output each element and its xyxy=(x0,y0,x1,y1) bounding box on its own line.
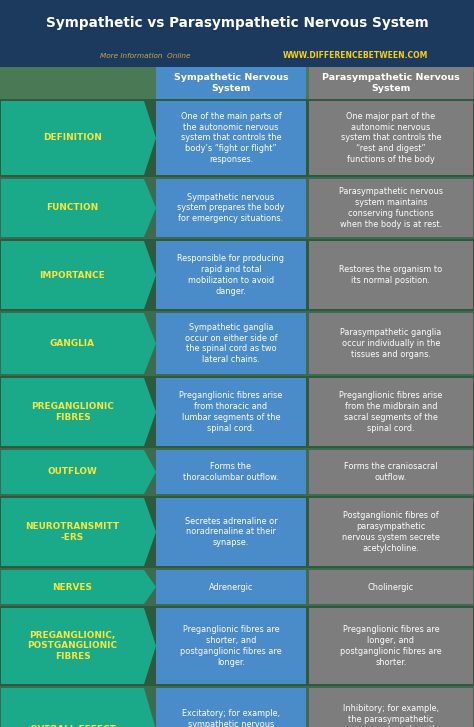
Text: Forms the
thoracolumbar outflow.: Forms the thoracolumbar outflow. xyxy=(183,462,279,482)
Text: One of the main parts of
the autonomic nervous
system that controls the
body’s “: One of the main parts of the autonomic n… xyxy=(181,112,282,164)
Text: PREGANGLIONIC
FIBRES: PREGANGLIONIC FIBRES xyxy=(31,403,114,422)
FancyBboxPatch shape xyxy=(0,99,474,177)
Text: NEUROTRANSMITT
-ERS: NEUROTRANSMITT -ERS xyxy=(26,523,119,542)
FancyBboxPatch shape xyxy=(156,179,306,237)
Text: GANGLIA: GANGLIA xyxy=(50,339,95,348)
FancyBboxPatch shape xyxy=(309,570,473,604)
FancyBboxPatch shape xyxy=(156,498,306,566)
Text: Adrenergic: Adrenergic xyxy=(209,582,253,592)
Text: Parasympathetic nervous
system maintains
conserving functions
when the body is a: Parasympathetic nervous system maintains… xyxy=(339,188,443,228)
FancyBboxPatch shape xyxy=(156,688,306,727)
Polygon shape xyxy=(1,450,156,494)
Polygon shape xyxy=(1,179,156,237)
Text: IMPORTANCE: IMPORTANCE xyxy=(40,270,105,279)
FancyBboxPatch shape xyxy=(156,101,306,175)
Text: Responsible for producing
rapid and total
mobilization to avoid
danger.: Responsible for producing rapid and tota… xyxy=(177,254,284,296)
FancyBboxPatch shape xyxy=(0,606,474,686)
Text: Preganglionic fibres arise
from thoracic and
lumbar segments of the
spinal cord.: Preganglionic fibres arise from thoracic… xyxy=(179,391,283,433)
FancyBboxPatch shape xyxy=(156,241,306,309)
Polygon shape xyxy=(1,498,156,566)
Text: DEFINITION: DEFINITION xyxy=(43,134,102,142)
Text: Sympathetic ganglia
occur on either side of
the spinal cord as two
lateral chain: Sympathetic ganglia occur on either side… xyxy=(185,323,277,364)
Polygon shape xyxy=(1,608,156,684)
FancyBboxPatch shape xyxy=(0,0,474,45)
FancyBboxPatch shape xyxy=(0,448,474,496)
Text: Secretes adrenaline or
noradrenaline at their
synapse.: Secretes adrenaline or noradrenaline at … xyxy=(185,517,277,547)
Text: NERVES: NERVES xyxy=(53,582,92,592)
Text: Excitatory; for example,
sympathetic nervous
system increases the heart
rate.: Excitatory; for example, sympathetic ner… xyxy=(175,710,287,727)
Text: Parasympathetic ganglia
occur individually in the
tissues and organs.: Parasympathetic ganglia occur individual… xyxy=(340,329,442,358)
FancyBboxPatch shape xyxy=(0,239,474,311)
FancyBboxPatch shape xyxy=(309,498,473,566)
Text: Cholinergic: Cholinergic xyxy=(368,582,414,592)
FancyBboxPatch shape xyxy=(0,686,474,727)
FancyBboxPatch shape xyxy=(0,496,474,568)
FancyBboxPatch shape xyxy=(309,450,473,494)
Text: Inhibitory; for example,
the parasympathetic
nervous system does the
opposite th: Inhibitory; for example, the parasympath… xyxy=(339,704,443,727)
FancyBboxPatch shape xyxy=(0,376,474,448)
Text: WWW.DIFFERENCEBETWEEN.COM: WWW.DIFFERENCEBETWEEN.COM xyxy=(283,52,428,60)
Polygon shape xyxy=(1,688,156,727)
FancyBboxPatch shape xyxy=(309,67,473,99)
Text: Preganglionic fibres are
longer, and
postganglionic fibres are
shorter.: Preganglionic fibres are longer, and pos… xyxy=(340,625,442,667)
Text: Parasympathetic Nervous
System: Parasympathetic Nervous System xyxy=(322,73,460,93)
Text: PREGANGLIONIC,
POSTGANGLIONIC
FIBRES: PREGANGLIONIC, POSTGANGLIONIC FIBRES xyxy=(27,632,118,661)
Text: OVERALL EFFECT: OVERALL EFFECT xyxy=(29,726,116,727)
FancyBboxPatch shape xyxy=(156,608,306,684)
Text: Preganglionic fibres arise
from the midbrain and
sacral segments of the
spinal c: Preganglionic fibres arise from the midb… xyxy=(339,391,443,433)
FancyBboxPatch shape xyxy=(156,67,306,99)
Polygon shape xyxy=(1,378,156,446)
Text: Forms the craniosacral
outflow.: Forms the craniosacral outflow. xyxy=(344,462,438,482)
Text: Sympathetic nervous
system prepares the body
for emergency situations.: Sympathetic nervous system prepares the … xyxy=(177,193,285,223)
Text: Restores the organism to
its normal position.: Restores the organism to its normal posi… xyxy=(339,265,443,285)
Text: Preganglionic fibres are
shorter, and
postganglionic fibres are
longer.: Preganglionic fibres are shorter, and po… xyxy=(180,625,282,667)
FancyBboxPatch shape xyxy=(309,688,473,727)
Polygon shape xyxy=(1,313,156,374)
Polygon shape xyxy=(1,241,156,309)
FancyBboxPatch shape xyxy=(309,179,473,237)
FancyBboxPatch shape xyxy=(156,313,306,374)
FancyBboxPatch shape xyxy=(0,568,474,606)
Text: More Information  Online: More Information Online xyxy=(100,53,190,59)
Text: OUTFLOW: OUTFLOW xyxy=(47,467,97,476)
FancyBboxPatch shape xyxy=(0,177,474,239)
Text: Postganglionic fibres of
parasympathetic
nervous system secrete
acetylcholine.: Postganglionic fibres of parasympathetic… xyxy=(342,511,440,553)
FancyBboxPatch shape xyxy=(156,570,306,604)
Polygon shape xyxy=(1,570,156,604)
FancyBboxPatch shape xyxy=(309,378,473,446)
Text: One major part of the
autonomic nervous
system that controls the
“rest and diges: One major part of the autonomic nervous … xyxy=(341,112,441,164)
FancyBboxPatch shape xyxy=(309,313,473,374)
FancyBboxPatch shape xyxy=(309,101,473,175)
FancyBboxPatch shape xyxy=(0,311,474,376)
FancyBboxPatch shape xyxy=(0,45,474,67)
Text: Sympathetic Nervous
System: Sympathetic Nervous System xyxy=(173,73,288,93)
Text: Sympathetic vs Parasympathetic Nervous System: Sympathetic vs Parasympathetic Nervous S… xyxy=(46,15,428,30)
FancyBboxPatch shape xyxy=(309,241,473,309)
Text: FUNCTION: FUNCTION xyxy=(46,204,99,212)
FancyBboxPatch shape xyxy=(156,450,306,494)
FancyBboxPatch shape xyxy=(309,608,473,684)
Polygon shape xyxy=(1,101,156,175)
FancyBboxPatch shape xyxy=(156,378,306,446)
